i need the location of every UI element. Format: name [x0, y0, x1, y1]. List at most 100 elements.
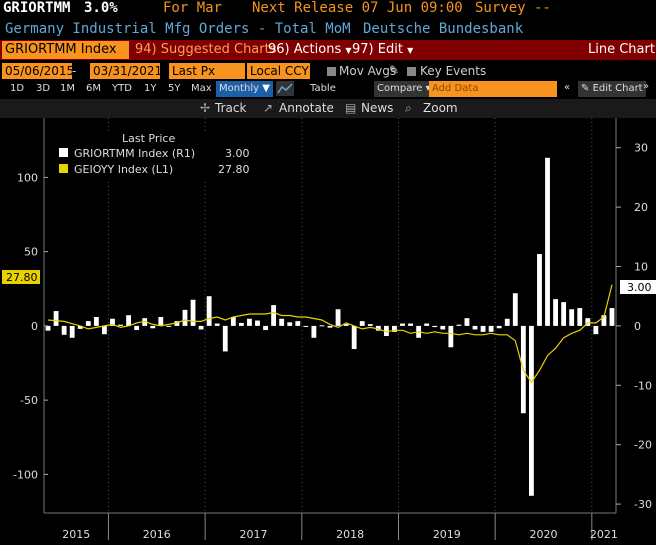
end-date-field[interactable]: 03/31/2021 [90, 63, 162, 79]
suggested-charts-button[interactable]: 94) Suggested Charts [135, 42, 277, 57]
year-label: 2017 [239, 528, 267, 541]
bar [472, 325, 478, 330]
year-label: 2019 [433, 528, 461, 541]
edit-chart-button[interactable]: ✎ Edit Chart [578, 81, 646, 97]
period-6m[interactable]: 6M [86, 83, 101, 94]
bar [110, 318, 115, 326]
compare-dropdown[interactable]: Compare ▾ [374, 81, 434, 97]
period-row: 1D 3D 1M 6M YTD 1Y 5Y Max Monthly ▼ Tabl… [0, 80, 656, 98]
legend: Last Price GRIORTMM Index (R1) 3.00 GEIO… [52, 132, 255, 180]
bar [53, 311, 59, 326]
left-marker-label: 27.80 [6, 271, 38, 284]
bar [464, 318, 470, 326]
annotate-button[interactable]: Annotate [279, 101, 334, 115]
ticker-label: GRIORTMM [3, 0, 71, 16]
period-max[interactable]: Max [191, 83, 212, 94]
right-tick-label: 10 [634, 260, 648, 273]
bar [174, 321, 180, 326]
bar [77, 325, 83, 329]
start-date-field[interactable]: 05/06/2015 [2, 63, 74, 79]
bar [69, 325, 75, 338]
left-value-marker: 27.80 [2, 270, 40, 284]
bar [327, 325, 333, 328]
edit-chart-label: Edit Chart [592, 83, 643, 94]
period-3d[interactable]: 3D [36, 83, 51, 94]
bar [569, 309, 575, 326]
pencil-icon[interactable]: ✎ [389, 63, 400, 77]
x-axis: 2015 2016 2017 2018 2019 2020 2021 [44, 512, 618, 541]
collapse-icon[interactable]: « [564, 82, 571, 93]
year-label: 2020 [529, 528, 557, 541]
left-tick-label: 100 [17, 171, 38, 184]
news-button[interactable]: News [361, 101, 394, 115]
bar [432, 325, 438, 328]
field-selector[interactable]: Last Px [169, 63, 245, 79]
bar [512, 293, 518, 326]
expand-icon[interactable]: » [643, 81, 650, 92]
bar [609, 308, 615, 326]
bar [351, 325, 357, 350]
compare-label: Compare [377, 83, 423, 94]
bar [61, 325, 67, 335]
bar [408, 323, 413, 326]
bar [126, 315, 132, 326]
period-1y[interactable]: 1Y [144, 83, 157, 94]
bar [448, 325, 454, 348]
left-tick-label: -50 [20, 394, 38, 407]
bar [528, 325, 534, 496]
legend-title: Last Price [122, 132, 175, 145]
settings-row: 05/06/2015 - 03/31/2021 Last Px Local CC… [0, 62, 656, 80]
bar [150, 325, 156, 329]
legend-series1-value: 3.00 [225, 147, 250, 160]
period-ytd[interactable]: YTD [112, 83, 132, 94]
bar [102, 325, 107, 335]
main-toolbar: GRIORTMM Index 94) Suggested Charts 96) … [0, 40, 656, 60]
bar [287, 322, 293, 326]
actions-menu[interactable]: 96) Actions ▼ [268, 42, 352, 57]
zoom-button[interactable]: Zoom [423, 101, 458, 115]
edit-menu[interactable]: 97) Edit ▼ [352, 42, 413, 57]
year-label: 2016 [143, 528, 171, 541]
frequency-selector[interactable]: Monthly ▼ [216, 81, 273, 97]
bar [553, 299, 558, 326]
bar-series [45, 157, 615, 496]
bar [504, 318, 510, 326]
right-tick-label: 0 [634, 320, 641, 333]
bar [198, 325, 204, 330]
track-icon: ✢ [200, 101, 211, 115]
bar [303, 325, 309, 327]
bar [238, 322, 244, 326]
chart-type-label[interactable]: Line Chart [588, 42, 655, 57]
key-events-checkbox[interactable] [407, 67, 416, 76]
year-label: 2021 [590, 528, 618, 541]
track-button[interactable]: Track [215, 101, 247, 115]
bar [392, 325, 397, 332]
period-5y[interactable]: 5Y [168, 83, 181, 94]
period-1d[interactable]: 1D [10, 83, 25, 94]
bar [222, 325, 228, 352]
bar [255, 320, 260, 326]
bar [319, 325, 325, 327]
bar [335, 309, 341, 326]
mov-avgs-checkbox[interactable] [327, 67, 336, 76]
period-1m[interactable]: 1M [60, 83, 75, 94]
bar [263, 325, 268, 331]
bar [367, 324, 373, 326]
bar [359, 321, 365, 326]
chevron-down-icon: ▼ [345, 46, 352, 55]
currency-selector[interactable]: Local CCY [247, 63, 310, 79]
bar [190, 299, 196, 326]
line-chart-icon[interactable] [276, 81, 294, 96]
annotate-icon: ↗ [263, 101, 274, 115]
table-button[interactable]: Table [310, 83, 336, 94]
bar [45, 325, 51, 331]
left-axis: 100 50 0 -50 -100 [13, 118, 48, 513]
security-field[interactable]: GRIORTMM Index [2, 41, 129, 59]
survey-label: Survey -- [475, 0, 551, 16]
bar [440, 325, 446, 330]
add-data-input[interactable]: Add Data [429, 81, 557, 97]
bar [375, 325, 381, 331]
bar [134, 325, 140, 331]
bar [311, 325, 317, 338]
